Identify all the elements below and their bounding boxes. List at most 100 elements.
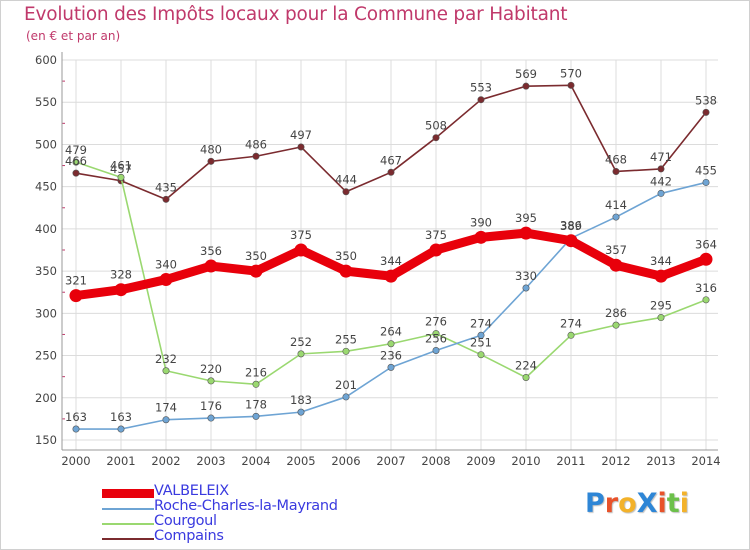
data-point-courgoul: [72, 158, 80, 166]
data-label-compains: 435: [155, 180, 177, 194]
data-point-compains: [252, 152, 260, 160]
x-tick-label: 2001: [106, 454, 135, 468]
data-label-valbeleix: 350: [335, 249, 357, 263]
data-point-roche-charles-la-mayrand: [207, 414, 215, 422]
data-label-compains: 480: [200, 142, 222, 156]
data-label-compains: 508: [425, 119, 447, 133]
data-point-roche-charles-la-mayrand: [657, 189, 665, 197]
data-point-courgoul: [612, 321, 620, 329]
proxiti-logo: ProXiti: [585, 488, 689, 524]
legend-label: Courgoul: [154, 513, 217, 529]
data-point-courgoul: [657, 314, 665, 322]
x-tick-label: 2002: [151, 454, 180, 468]
data-label-valbeleix: 321: [65, 274, 87, 288]
data-label-roche-charles-la-mayrand: 174: [155, 401, 177, 415]
data-labels: 466 457 435 480 486 497 444 467 508 553 569 570 468 4…: [65, 66, 717, 424]
data-label-roche-charles-la-mayrand: 201: [335, 378, 357, 392]
legend-swatch: [102, 538, 154, 540]
logo-letter: i: [679, 488, 689, 519]
data-label-roche-charles-la-mayrand: 176: [200, 399, 222, 413]
data-point-roche-charles-la-mayrand: [702, 178, 710, 186]
logo-letter: r: [604, 488, 619, 519]
data-point-compains: [387, 168, 395, 176]
logo-letter: X: [636, 488, 658, 519]
y-tick-label: 350: [35, 264, 57, 278]
data-point-compains: [657, 165, 665, 173]
data-point-courgoul: [207, 377, 215, 385]
logo-letter: P: [585, 488, 605, 519]
axes: 150 200 250 300 350 400 450 500 550 600 2000 2001 20…: [35, 52, 721, 468]
data-point-courgoul: [522, 374, 530, 382]
data-point-roche-charles-la-mayrand: [477, 331, 485, 339]
x-tick-label: 2000: [61, 454, 90, 468]
data-label-compains: 466: [65, 154, 87, 168]
data-point-compains: [567, 81, 575, 89]
x-tick-label: 2007: [376, 454, 405, 468]
y-tick-label: 450: [35, 180, 57, 194]
data-label-compains: 457: [110, 162, 132, 176]
data-label-roche-charles-la-mayrand: 455: [695, 163, 717, 177]
data-point-courgoul: [387, 340, 395, 348]
data-label-courgoul: 479: [65, 143, 87, 157]
data-point-valbeleix: [519, 226, 533, 240]
legend-swatch: [102, 523, 154, 525]
y-tick-label: 150: [35, 433, 57, 447]
x-tick-label: 2003: [196, 454, 225, 468]
data-point-valbeleix: [294, 243, 308, 257]
data-point-valbeleix: [159, 273, 173, 287]
data-label-valbeleix: 364: [695, 237, 717, 251]
y-tick-label: 300: [35, 306, 57, 320]
data-point-compains: [72, 169, 80, 177]
data-point-compains: [522, 82, 530, 90]
logo-letter: i: [657, 488, 667, 519]
data-point-valbeleix: [654, 269, 668, 283]
data-label-roche-charles-la-mayrand: 163: [65, 410, 87, 424]
data-point-compains: [612, 167, 620, 175]
legend-swatch: [102, 489, 154, 498]
data-point-valbeleix: [699, 252, 713, 266]
x-tick-label: 2013: [646, 454, 675, 468]
data-point-courgoul: [477, 351, 485, 359]
data-point-roche-charles-la-mayrand: [117, 425, 125, 433]
data-label-roche-charles-la-mayrand: 330: [515, 269, 537, 283]
data-point-roche-charles-la-mayrand: [162, 416, 170, 424]
data-label-roche-charles-la-mayrand: 163: [110, 410, 132, 424]
data-label-valbeleix: 390: [470, 215, 492, 229]
y-tick-label: 200: [35, 391, 57, 405]
data-point-courgoul: [432, 330, 440, 338]
data-label-roche-charles-la-mayrand: 256: [425, 331, 447, 345]
data-label-roche-charles-la-mayrand: 236: [380, 348, 402, 362]
x-tick-label: 2004: [241, 454, 270, 468]
data-point-courgoul: [117, 173, 125, 181]
data-point-roche-charles-la-mayrand: [522, 284, 530, 292]
data-label-courgoul: 216: [245, 365, 267, 379]
data-label-roche-charles-la-mayrand: 274: [470, 316, 492, 330]
data-label-valbeleix: 357: [605, 243, 627, 257]
data-point-valbeleix: [474, 230, 488, 244]
data-label-valbeleix: 344: [650, 254, 672, 268]
data-point-compains: [297, 143, 305, 151]
data-point-compains: [477, 96, 485, 104]
data-point-roche-charles-la-mayrand: [612, 213, 620, 221]
data-label-courgoul: 276: [425, 315, 447, 329]
data-label-valbeleix: 340: [155, 258, 177, 272]
x-tick-label: 2010: [511, 454, 540, 468]
x-tick-label: 2006: [331, 454, 360, 468]
data-label-valbeleix: 386: [560, 219, 582, 233]
data-point-compains: [162, 195, 170, 203]
data-label-courgoul: 286: [605, 306, 627, 320]
data-label-courgoul: 274: [560, 316, 582, 330]
data-point-roche-charles-la-mayrand: [342, 393, 350, 401]
data-label-courgoul: 220: [200, 362, 222, 376]
data-label-valbeleix: 328: [110, 268, 132, 282]
data-label-roche-charles-la-mayrand: 442: [650, 174, 672, 188]
data-point-valbeleix: [114, 283, 128, 297]
data-point-courgoul: [342, 347, 350, 355]
legend-label: Roche-Charles-la-Mayrand: [154, 498, 338, 514]
data-point-valbeleix: [69, 289, 83, 303]
data-label-roche-charles-la-mayrand: 178: [245, 397, 267, 411]
x-tick-label: 2012: [601, 454, 630, 468]
x-tick-label: 2011: [556, 454, 585, 468]
logo-letter: t: [666, 488, 680, 519]
